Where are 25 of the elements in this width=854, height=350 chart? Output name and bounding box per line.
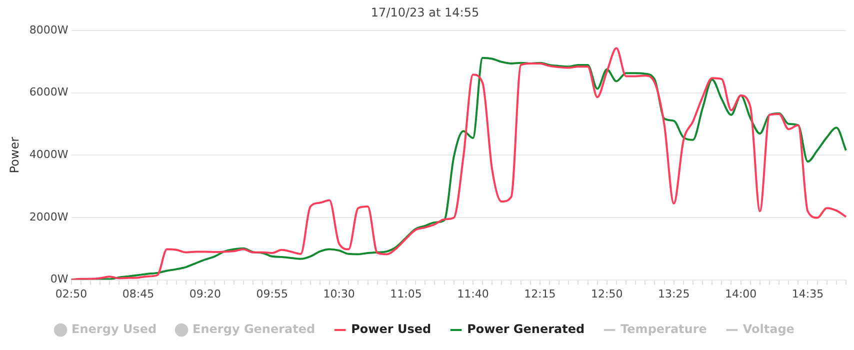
legend-label: Power Generated — [467, 322, 585, 336]
x-tick-label: 10:30 — [323, 287, 355, 300]
legend-label: Energy Generated — [192, 322, 316, 336]
x-tick-label: 11:40 — [457, 287, 489, 300]
chart-title: 17/10/23 at 14:55 — [370, 5, 480, 20]
x-tick-label: 14:00 — [724, 287, 757, 300]
x-tick-label: 09:55 — [256, 287, 288, 300]
y-tick-label: 6000W — [29, 86, 68, 99]
y-axis-title: Power — [7, 136, 22, 174]
legend-label: Temperature — [620, 322, 707, 336]
y-tick-label: 0W — [50, 272, 68, 286]
y-tick-label: 8000W — [29, 23, 68, 36]
x-tick-label: 12:15 — [524, 287, 556, 300]
y-tick-label: 2000W — [29, 210, 68, 224]
legend-label: Voltage — [742, 322, 794, 336]
x-tick-label: 09:20 — [189, 287, 222, 300]
x-tick-label: 12:50 — [591, 287, 623, 300]
legend-label: Power Used — [351, 322, 432, 336]
legend-label: Energy Used — [72, 322, 157, 336]
x-tick-label: 13:25 — [658, 287, 690, 300]
x-tick-label: 11:05 — [390, 287, 422, 300]
y-tick-label: 4000W — [29, 148, 68, 161]
x-tick-label: 08:45 — [122, 287, 154, 300]
x-tick-label: 02:50 — [55, 287, 88, 300]
x-tick-label: 14:35 — [792, 287, 824, 300]
